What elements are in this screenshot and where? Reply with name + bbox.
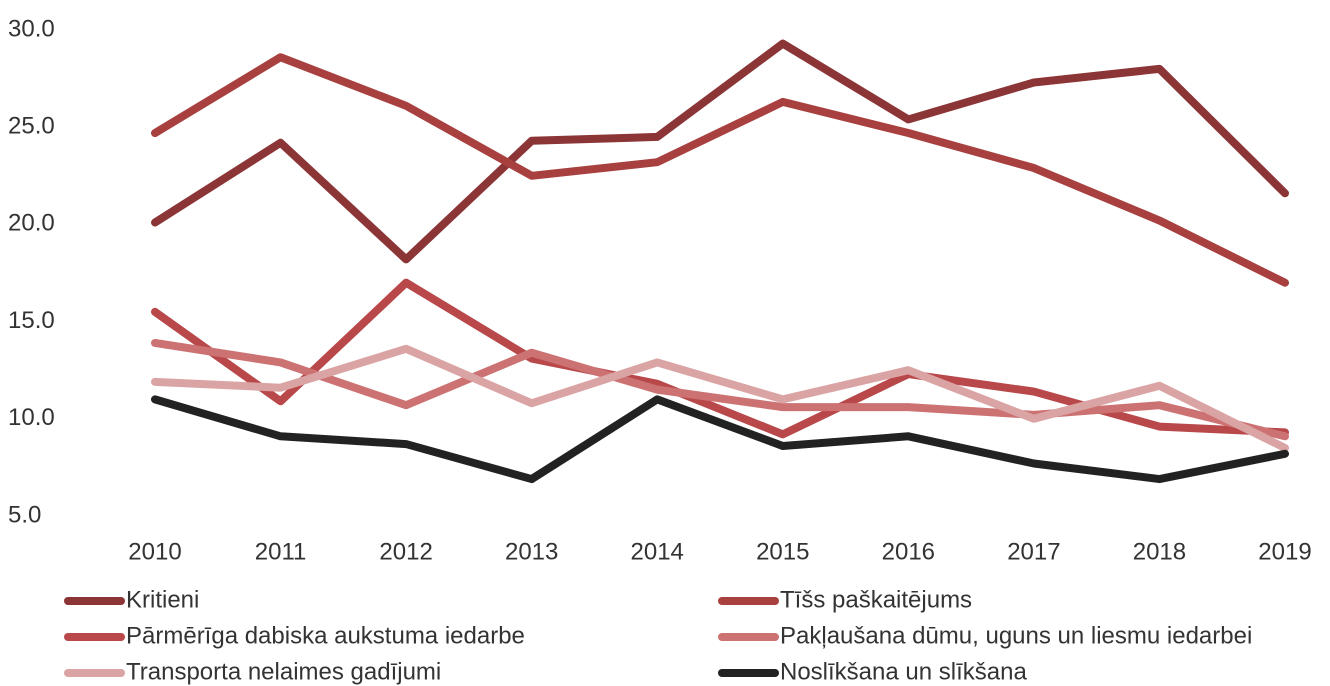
line-series [151,395,1289,484]
legend-label: Noslīkšana un slīkšana [780,658,1027,685]
line-series [151,344,1289,452]
x-tick-label: 2019 [1258,538,1311,565]
y-tick-label: 10.0 [8,404,55,431]
x-tick-label: 2011 [255,538,307,565]
y-tick-label: 20.0 [8,210,55,237]
x-tick-label: 2012 [379,538,432,565]
x-tick-label: 2017 [1007,538,1060,565]
x-tick-label: 2014 [631,538,684,565]
x-tick-label: 2013 [505,538,558,565]
x-tick-label: 2010 [128,538,181,565]
line-series [151,53,1289,287]
legend-label: Tīšs paškaitējums [780,586,972,613]
legend-label: Transporta nelaimes gadījumi [126,658,441,685]
y-tick-label: 15.0 [8,307,55,334]
legend-label: Pakļaušana dūmu, uguns un liesmu iedarbe… [780,622,1252,649]
legend-label: Pārmērīga dabiska aukstuma iedarbe [126,622,525,649]
y-tick-label: 25.0 [8,113,55,140]
y-tick-label: 5.0 [8,501,41,528]
x-tick-label: 2016 [882,538,935,565]
x-tick-label: 2018 [1133,538,1186,565]
line-series [151,39,1289,264]
legend-label: Kritieni [126,586,199,613]
line-series [151,338,1289,441]
y-tick-label: 30.0 [8,15,55,42]
x-tick-label: 2015 [756,538,809,565]
